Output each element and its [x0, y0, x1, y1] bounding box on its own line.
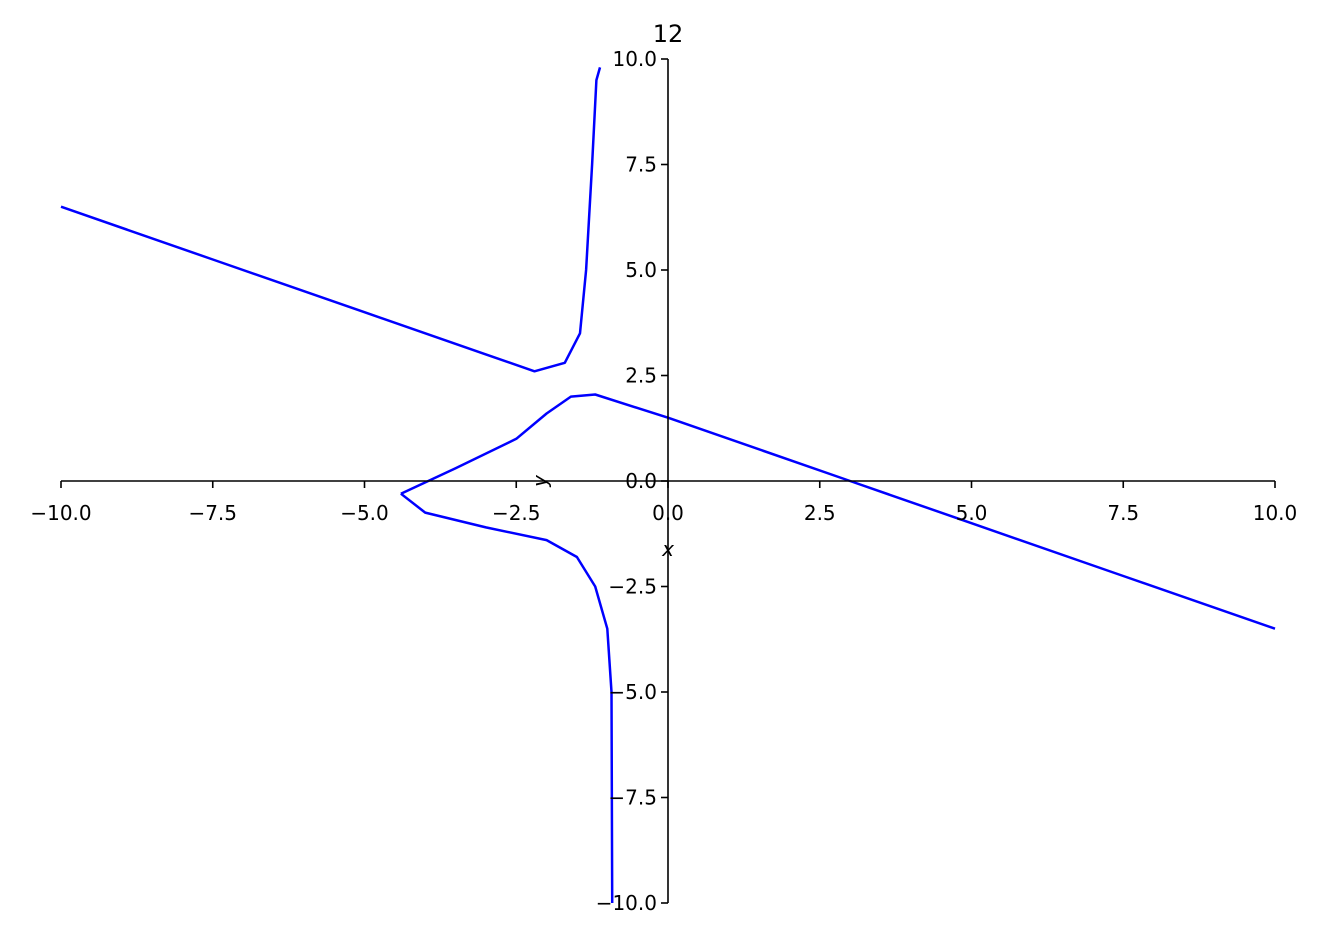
x-tick-label: −7.5 — [188, 501, 237, 525]
x-tick-label: 0.0 — [652, 501, 684, 525]
curve — [60, 67, 602, 373]
x-tick-label: −5.0 — [340, 501, 389, 525]
x-tick-label: 7.5 — [1107, 501, 1139, 525]
y-tick-label: 2.5 — [625, 364, 657, 388]
x-tick-label: 10.0 — [1253, 501, 1298, 525]
y-tick-label: 0.0 — [625, 469, 657, 493]
curve — [400, 393, 1276, 630]
y-tick-label: −2.5 — [608, 575, 657, 599]
y-tick-label: 5.0 — [625, 258, 657, 282]
y-tick-label: 7.5 — [625, 153, 657, 177]
x-tick-label: −2.5 — [492, 501, 541, 525]
x-tick-label: 5.0 — [956, 501, 988, 525]
chart-title: 12 — [653, 20, 684, 48]
y-tick-label: −5.0 — [608, 680, 657, 704]
y-tick-label: 10.0 — [612, 47, 657, 71]
y-tick-label: −7.5 — [608, 786, 657, 810]
curve — [400, 492, 614, 904]
y-tick-label: −10.0 — [596, 891, 657, 915]
x-tick-label: −10.0 — [30, 501, 91, 525]
x-tick-label: 2.5 — [804, 501, 836, 525]
